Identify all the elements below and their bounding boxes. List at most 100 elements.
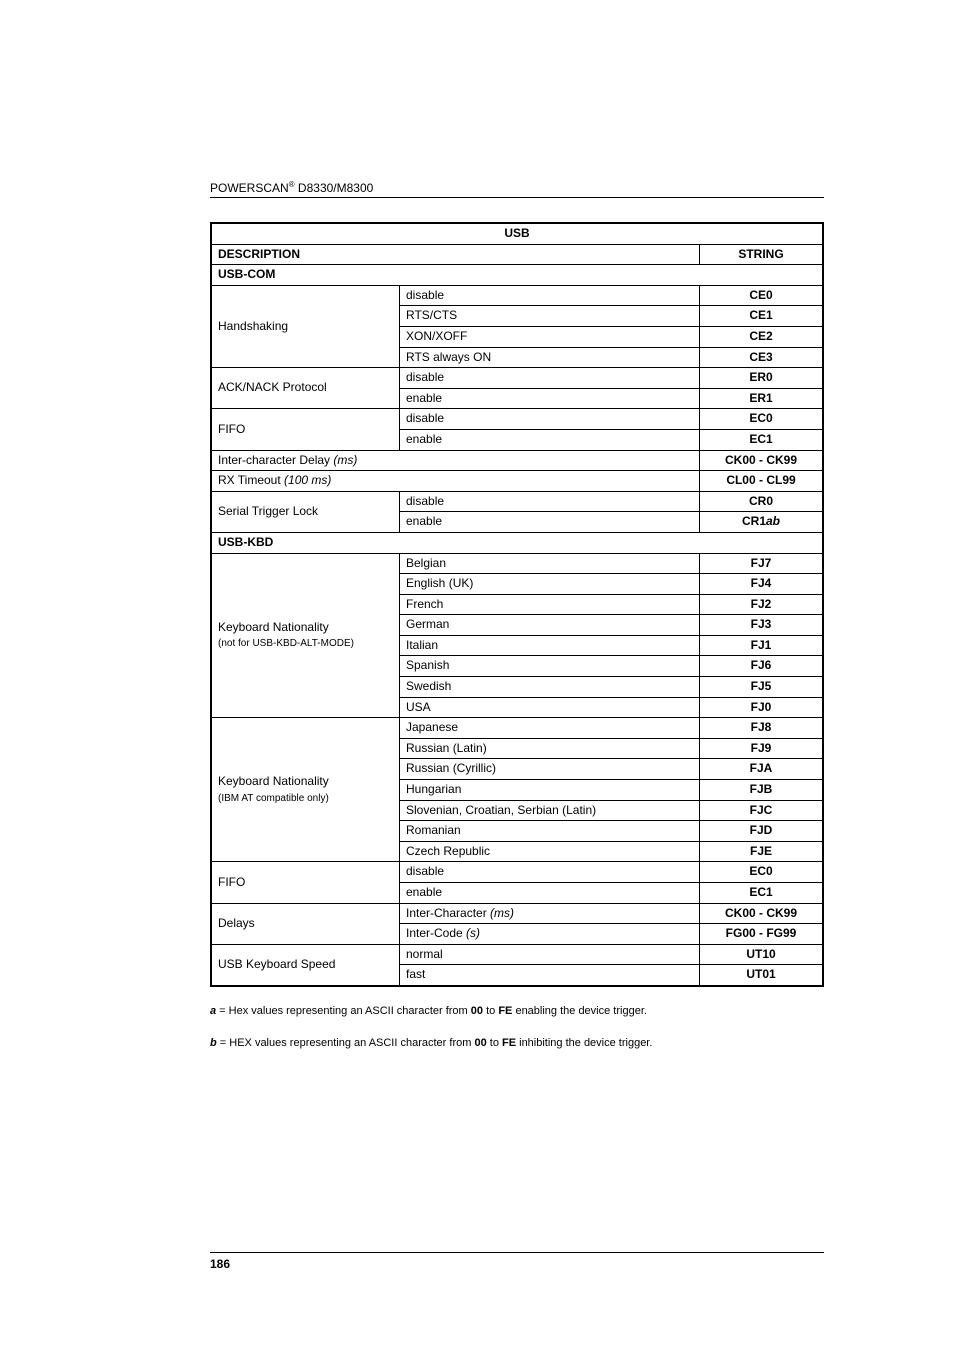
footnote-b-end: inhibiting the device trigger.: [516, 1037, 652, 1049]
cell-value: Czech Republic: [400, 841, 700, 862]
cell-string: FJ5: [700, 677, 824, 698]
footnote-b-b1: 00: [474, 1037, 486, 1049]
cell-value: Russian (Latin): [400, 738, 700, 759]
cell-value: Russian (Cyrillic): [400, 759, 700, 780]
cell-string: CE0: [700, 285, 824, 306]
cell-value: enable: [400, 429, 700, 450]
cell-string: FJC: [700, 800, 824, 821]
page-number: 186: [210, 1257, 230, 1271]
footnote-b-text: = HEX values representing an ASCII chara…: [217, 1037, 475, 1049]
cell-string: EC1: [700, 429, 824, 450]
cell-string: ER1: [700, 388, 824, 409]
cell-string: FJ2: [700, 594, 824, 615]
cell-string: UT10: [700, 944, 824, 965]
cell-value: French: [400, 594, 700, 615]
cell-value: Swedish: [400, 677, 700, 698]
cr1-suffix: ab: [766, 514, 780, 528]
icd-unit: (ms): [333, 453, 357, 467]
table-row: Delays Inter-Character (ms) CK00 - CK99: [211, 903, 823, 924]
inter-char-unit: (ms): [490, 906, 514, 920]
cell-value: disable: [400, 368, 700, 389]
cell-value: fast: [400, 965, 700, 986]
table-row: RX Timeout (100 ms) CL00 - CL99: [211, 471, 823, 492]
cell-string: CR0: [700, 491, 824, 512]
usb-configuration-table: USB DESCRIPTION STRING USB-COM Handshaki…: [210, 222, 824, 987]
table-header-row: DESCRIPTION STRING: [211, 244, 823, 265]
footnote-b-mid: to: [487, 1037, 502, 1049]
cell-string: CL00 - CL99: [700, 471, 824, 492]
table-row: Serial Trigger Lock disable CR0: [211, 491, 823, 512]
serial-trigger-lock-label: Serial Trigger Lock: [211, 491, 400, 532]
table-title-row: USB: [211, 223, 823, 244]
cell-string: CK00 - CK99: [700, 450, 824, 471]
cell-value: RTS always ON: [400, 347, 700, 368]
fifo-label: FIFO: [211, 409, 400, 450]
cell-value: Spanish: [400, 656, 700, 677]
footnote-b-b2: FE: [502, 1037, 516, 1049]
acknack-label: ACK/NACK Protocol: [211, 368, 400, 409]
cell-value: disable: [400, 491, 700, 512]
cell-value: enable: [400, 388, 700, 409]
cell-string: FJE: [700, 841, 824, 862]
nat1-title: Keyboard Nationality: [218, 620, 329, 634]
cell-value: Italian: [400, 635, 700, 656]
cell-string: FJD: [700, 821, 824, 842]
cell-value: USA: [400, 697, 700, 718]
cell-string: FG00 - FG99: [700, 924, 824, 945]
cell-value: disable: [400, 409, 700, 430]
fifo-kbd-label: FIFO: [211, 862, 400, 903]
cell-string: FJ6: [700, 656, 824, 677]
cell-value: disable: [400, 862, 700, 883]
document-page: POWERSCAN® D8330/M8300 USB DESCRIPTION S…: [0, 0, 954, 1331]
cell-string: UT01: [700, 965, 824, 986]
cell-value: Hungarian: [400, 780, 700, 801]
cell-string: CK00 - CK99: [700, 903, 824, 924]
cell-string: CE1: [700, 306, 824, 327]
delays-label: Delays: [211, 903, 400, 944]
brand-prefix: POWERSCAN: [210, 181, 289, 195]
cell-string: ER0: [700, 368, 824, 389]
cell-string: FJ3: [700, 615, 824, 636]
cell-value: Slovenian, Croatian, Serbian (Latin): [400, 800, 700, 821]
cell-string: EC0: [700, 409, 824, 430]
usb-keyboard-speed-label: USB Keyboard Speed: [211, 944, 400, 986]
table-row: Keyboard Nationality (not for USB-KBD-AL…: [211, 553, 823, 574]
nat2-title: Keyboard Nationality: [218, 774, 329, 788]
table-row: FIFO disable EC0: [211, 862, 823, 883]
cell-value: enable: [400, 512, 700, 533]
table-row: Keyboard Nationality (IBM AT compatible …: [211, 718, 823, 739]
table-title: USB: [211, 223, 823, 244]
inter-char-text: Inter-Character: [406, 906, 490, 920]
footnote-a: a = Hex values representing an ASCII cha…: [210, 1003, 824, 1020]
footnote-a-b1: 00: [471, 1005, 483, 1017]
cell-value: RTS/CTS: [400, 306, 700, 327]
footnote-b-var: b: [210, 1037, 217, 1049]
cell-value: enable: [400, 883, 700, 904]
usb-com-label: USB-COM: [211, 265, 823, 286]
cell-string: EC0: [700, 862, 824, 883]
cell-value: Japanese: [400, 718, 700, 739]
inter-code-unit: (s): [466, 926, 480, 940]
cell-string: FJ7: [700, 553, 824, 574]
table-row: USB Keyboard Speed normal UT10: [211, 944, 823, 965]
cell-string: CR1ab: [700, 512, 824, 533]
inter-code-text: Inter-Code: [406, 926, 466, 940]
inter-char-delay-label: Inter-character Delay (ms): [211, 450, 700, 471]
cell-value: normal: [400, 944, 700, 965]
page-header: POWERSCAN® D8330/M8300: [210, 180, 824, 198]
cell-string: CE2: [700, 326, 824, 347]
cell-string: FJ1: [700, 635, 824, 656]
nat1-subtitle: (not for USB-KBD-ALT-MODE): [218, 638, 354, 649]
table-row: FIFO disable EC0: [211, 409, 823, 430]
usb-kbd-section-row: USB-KBD: [211, 532, 823, 553]
keyboard-nationality-label: Keyboard Nationality (not for USB-KBD-AL…: [211, 553, 400, 718]
usb-com-section-row: USB-COM: [211, 265, 823, 286]
cell-string: FJ0: [700, 697, 824, 718]
footnote-a-end: enabling the device trigger.: [512, 1005, 647, 1017]
cell-value: disable: [400, 285, 700, 306]
cell-value: XON/XOFF: [400, 326, 700, 347]
cell-value: English (UK): [400, 574, 700, 595]
icd-text: Inter-character Delay: [218, 453, 333, 467]
cell-string: FJA: [700, 759, 824, 780]
table-row: ACK/NACK Protocol disable ER0: [211, 368, 823, 389]
